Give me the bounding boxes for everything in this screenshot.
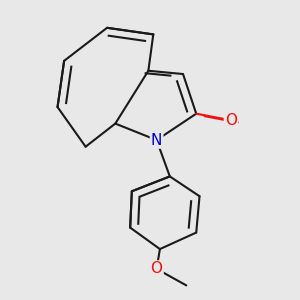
Text: O: O [225, 113, 237, 128]
Text: O: O [151, 261, 163, 276]
Text: N: N [151, 133, 162, 148]
